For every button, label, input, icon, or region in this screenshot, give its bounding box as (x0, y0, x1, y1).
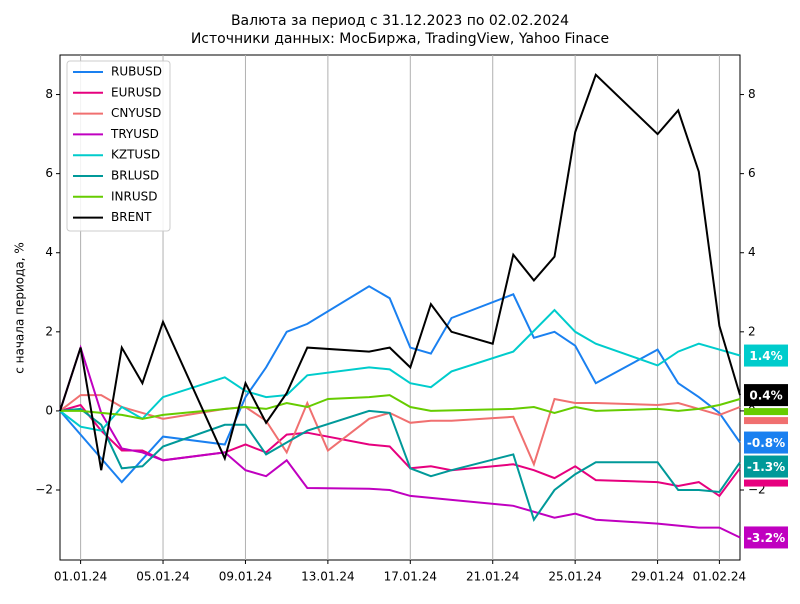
x-tick-label: 05.01.24 (136, 570, 189, 584)
y-tick-label: 0 (45, 403, 53, 417)
legend-label: BRENT (111, 210, 152, 224)
y-tick-label: −2 (35, 483, 53, 497)
y-tick-label: 2 (45, 324, 53, 338)
y-tick-label: 4 (45, 245, 53, 259)
y-axis-label: с начала периода, % (13, 242, 27, 374)
series-line (59, 285, 741, 484)
legend-label: CNYUSD (111, 106, 161, 120)
x-tick-label: 13.01.24 (301, 570, 354, 584)
legend-label: KZTUSD (111, 148, 160, 162)
end-value-label: -0.8% (747, 436, 785, 450)
series-line (59, 403, 741, 498)
end-value-box (744, 431, 788, 454)
legend-label: TRYUSD (110, 127, 159, 141)
y2-tick-label: 2 (748, 324, 756, 338)
y-tick-label: 6 (45, 166, 53, 180)
end-value-box (744, 455, 788, 478)
end-value-box (744, 344, 788, 367)
series-line (60, 394, 741, 420)
legend-frame (66, 60, 171, 232)
y2-tick-label: 8 (748, 87, 756, 101)
chart-title: Валюта за период с 31.12.2023 по 02.02.2… (231, 13, 569, 29)
end-value-box (744, 526, 788, 549)
x-tick-label: 17.01.24 (384, 570, 437, 584)
end-value-box (744, 384, 788, 407)
x-tick-label: 01.01.24 (54, 570, 107, 584)
end-value-box (744, 408, 788, 416)
plot-frame (59, 54, 741, 561)
legend: RUBUSD EURUSD CNYUSD TRYUSD KZTUSD BRLUSD INRU… (66, 60, 171, 232)
legend-label: BRLUSD (111, 169, 159, 183)
x-tick-label: 01.02.24 (693, 570, 746, 584)
series-line (59, 308, 741, 432)
end-value-label: 0.4% (749, 389, 782, 403)
end-value-box (744, 417, 788, 425)
end-value-box (744, 479, 788, 487)
legend-label: INRUSD (111, 189, 158, 203)
end-value-label: -1.3% (747, 460, 785, 474)
y2-tick-label: 4 (748, 245, 756, 259)
series-line (59, 394, 741, 468)
series-line (59, 344, 741, 539)
x-tick-label: 09.01.24 (219, 570, 272, 584)
end-value-label: -3.2% (747, 531, 785, 545)
end-value-label: 1.4% (749, 349, 782, 363)
x-tick-label: 29.01.24 (631, 570, 684, 584)
chart-subtitle: Источники данных: МосБиржа, TradingView,… (191, 31, 609, 47)
legend-label: EURUSD (111, 85, 161, 99)
y-tick-label: 8 (45, 87, 53, 101)
y2-tick-label: 6 (748, 166, 756, 180)
series-line (59, 407, 741, 522)
legend-label: RUBUSD (111, 65, 162, 79)
x-tick-label: 21.01.24 (466, 570, 519, 584)
x-tick-label: 25.01.24 (548, 570, 601, 584)
series-line (59, 73, 741, 471)
